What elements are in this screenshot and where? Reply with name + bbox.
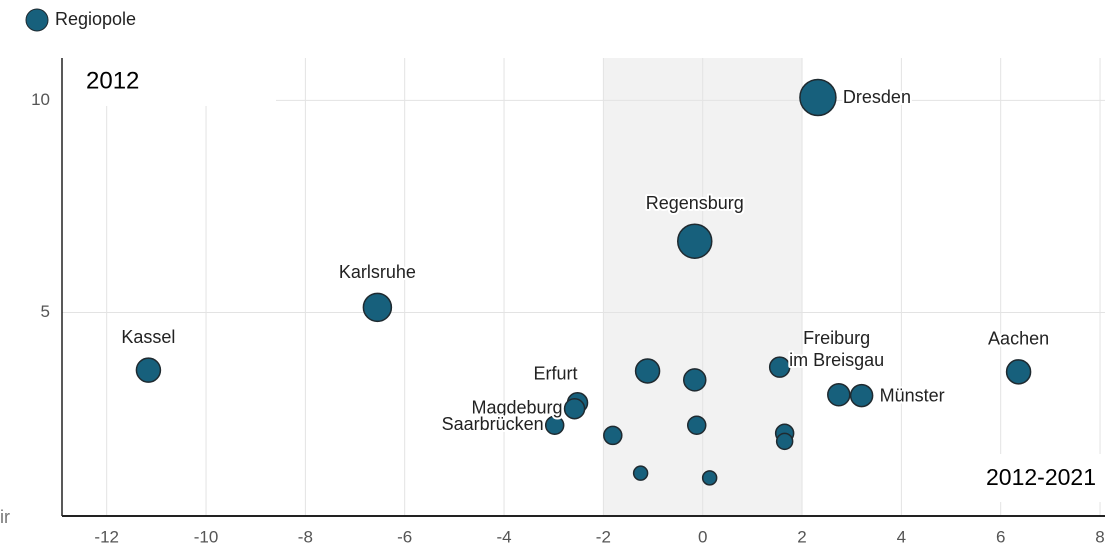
x-tick-label: 4 (897, 527, 906, 546)
point-label: Freiburg im Breisgau (789, 328, 884, 370)
bubble (634, 358, 661, 384)
x-tick-label: -4 (496, 527, 511, 546)
legend-label: Regiopole (55, 9, 136, 29)
bubble (632, 465, 649, 481)
bubble (701, 470, 718, 486)
bubble (677, 223, 713, 259)
point-label: Münster (880, 385, 945, 405)
bubble (603, 425, 623, 446)
legend-marker (25, 8, 49, 32)
point-label: Dresden (843, 87, 911, 107)
bubble (799, 78, 837, 117)
x-tick-label: -8 (298, 527, 313, 546)
bubble (775, 432, 794, 451)
cropped-text: ir (0, 507, 10, 527)
bubble (544, 415, 565, 435)
bubble (768, 356, 791, 378)
x-tick-label: 2 (797, 527, 806, 546)
title-backdrop (952, 454, 1102, 502)
bubble (135, 357, 162, 383)
title-backdrop (62, 58, 276, 106)
bubble (827, 382, 851, 407)
point-label: Saarbrücken (442, 414, 544, 434)
bubble (362, 292, 393, 323)
x-tick-label: -2 (596, 527, 611, 546)
point-label: Magdeburg (471, 397, 562, 417)
y-tick-label: 5 (41, 302, 50, 321)
point-label: Kassel (121, 327, 175, 347)
point-label: Erfurt (534, 364, 578, 384)
bubble (849, 383, 874, 408)
point-label: Karlsruhe (339, 262, 416, 282)
x-tick-label: -6 (397, 527, 412, 546)
bubble (686, 415, 707, 435)
x-tick-label: -12 (94, 527, 119, 546)
x-tick-label: 8 (1095, 527, 1104, 546)
bubble (563, 397, 586, 420)
y-tick-label: 10 (31, 90, 50, 109)
y-axis-title: 2012 (86, 67, 139, 94)
point-label: Regensburg (646, 193, 744, 213)
x-tick-label: -10 (194, 527, 219, 546)
bubble (683, 368, 707, 392)
x-tick-label: 0 (698, 527, 707, 546)
x-axis-title: 2012-2021 (986, 464, 1096, 490)
x-tick-label: 6 (996, 527, 1005, 546)
bubble (1005, 359, 1032, 385)
point-label: Aachen (988, 329, 1049, 349)
